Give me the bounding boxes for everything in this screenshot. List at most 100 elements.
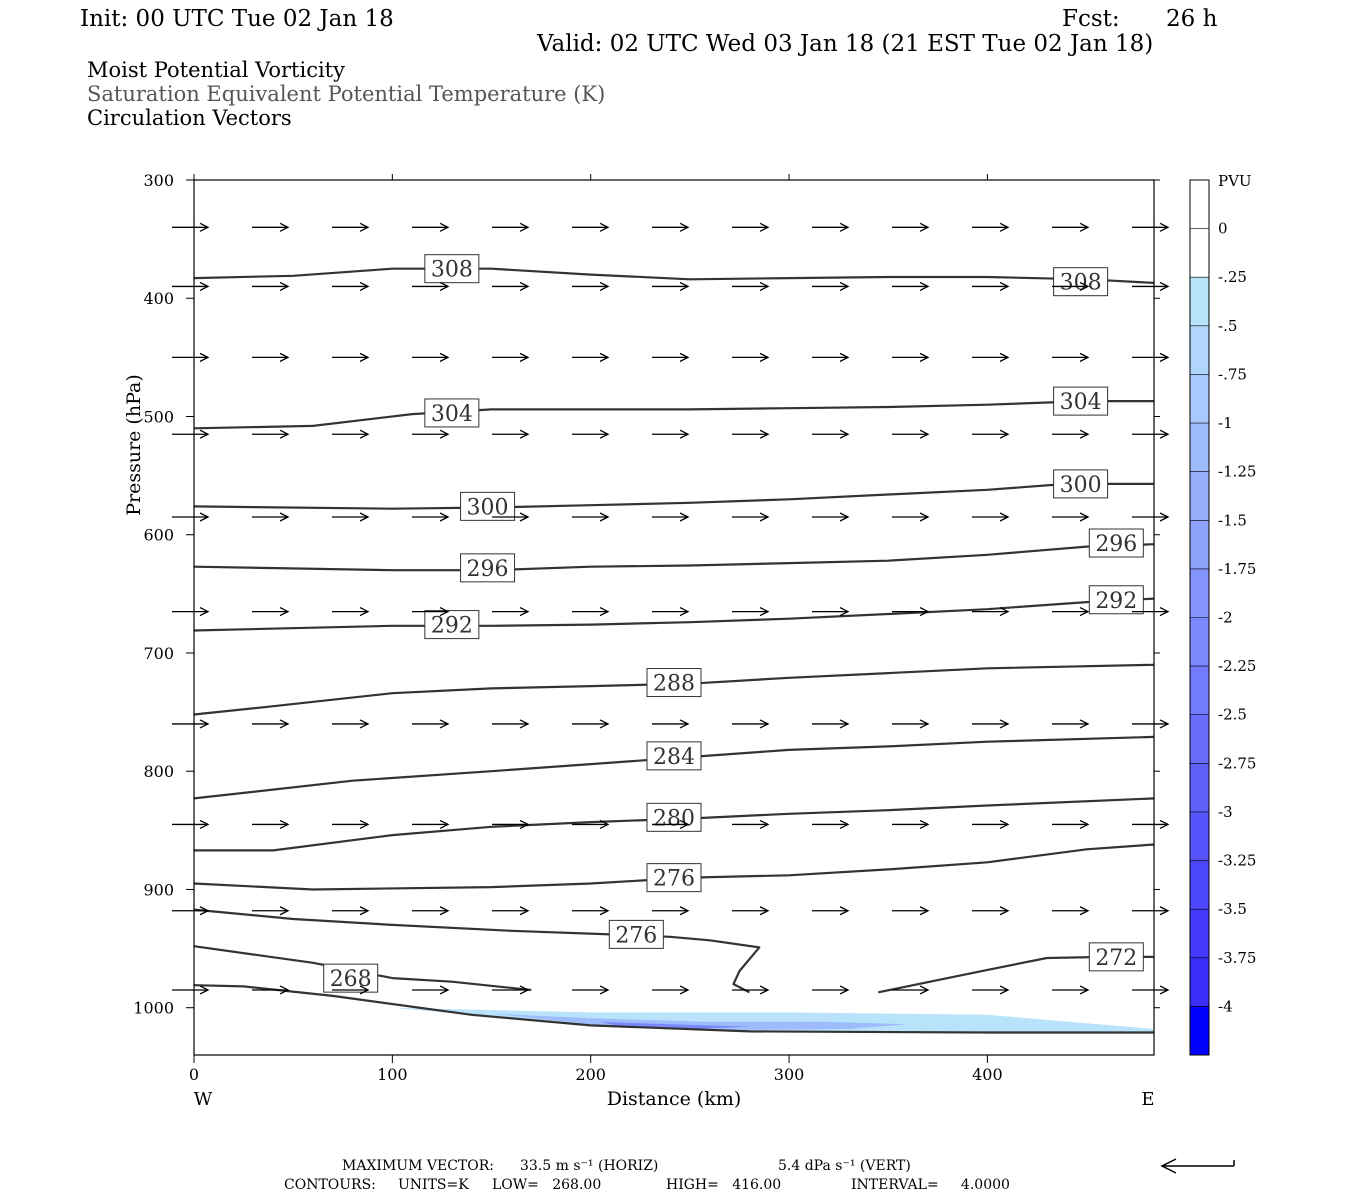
colorbar-label: 0 [1218, 220, 1228, 238]
vector-head [839, 906, 850, 916]
contour-label-box [608, 919, 664, 949]
vector-head [759, 222, 770, 232]
contour-1 [193, 400, 1154, 430]
pv-shade-0 [392, 1007, 1154, 1033]
vector-head [1159, 222, 1170, 232]
vector-head [839, 719, 850, 729]
vector-head [439, 719, 450, 729]
contour-label-box [1088, 942, 1144, 972]
vector-head [519, 906, 530, 916]
vector-head [1079, 906, 1090, 916]
colorbar-swatch [1190, 811, 1209, 862]
vector-head [279, 352, 290, 362]
vector-head [359, 985, 370, 995]
vector-head [1159, 512, 1170, 522]
vector-head [759, 281, 770, 292]
max-vector-label: MAXIMUM VECTOR: [342, 1158, 494, 1174]
vector-head [999, 906, 1010, 916]
reference-vector-head [1160, 1158, 1177, 1174]
vector-head [999, 222, 1010, 232]
vector-head [519, 352, 530, 362]
forecast-hour: 26 h [1166, 6, 1218, 32]
vector-head [599, 281, 610, 292]
plot-frame [193, 179, 1155, 1056]
y-tick-label: 600 [143, 526, 174, 545]
colorbar-swatch [1190, 666, 1209, 716]
vector-head [439, 906, 450, 916]
vector-head [439, 512, 450, 522]
vector-head [1079, 352, 1090, 362]
forecast-label: Fcst: [1062, 6, 1120, 32]
colorbar-swatch [1190, 277, 1209, 327]
vector-head [839, 607, 850, 617]
vector-head [199, 607, 210, 617]
vector-head [199, 222, 210, 232]
vector-head [439, 222, 450, 232]
vector-head [919, 512, 930, 522]
contours-label: CONTOURS: [284, 1177, 376, 1193]
y-tick-label: 500 [143, 407, 174, 426]
contour-7 [194, 797, 1155, 852]
contour-9 [193, 908, 761, 994]
contour-label: 300 [1060, 473, 1102, 498]
vector-head [919, 429, 930, 439]
pv-shading-layer [392, 1007, 1154, 1033]
vector-head [759, 512, 770, 522]
y-tick-label: 1000 [133, 999, 174, 1018]
vector-head [839, 352, 850, 362]
vector-head [519, 222, 530, 232]
vector-head [1079, 985, 1090, 995]
vector-layer [172, 222, 1170, 995]
vector-head [279, 719, 290, 729]
vector-head [999, 985, 1010, 995]
vector-head [999, 607, 1010, 617]
vector-head [599, 906, 610, 916]
vector-head [1079, 429, 1090, 439]
contour-label: 292 [431, 614, 473, 639]
colorbar-swatch [1190, 374, 1209, 424]
vector-head [199, 819, 210, 830]
east-label: E [1141, 1089, 1154, 1110]
contour-label: 300 [467, 495, 509, 520]
x-tick-label: 100 [377, 1065, 408, 1084]
colorbar-swatch [1190, 1006, 1209, 1056]
vector-head [279, 281, 290, 292]
contour-11 [193, 945, 532, 992]
colorbar-swatch [1190, 228, 1209, 278]
vector-head [919, 222, 930, 232]
vector-head [839, 819, 850, 830]
colorbar: PVU 0 -.25 -.5 -.75 -1 -1.25 -1.5 -1.75 -2 -2.25 -2… [1189, 172, 1256, 1056]
vector-head [439, 352, 450, 362]
title-vectors: Circulation Vectors [87, 106, 292, 130]
vector-head [199, 906, 210, 916]
reference-vector [1160, 1158, 1235, 1174]
vector-head [999, 719, 1010, 729]
colorbar-label: -2 [1218, 609, 1233, 627]
vector-head [439, 819, 450, 830]
vector-head [679, 719, 690, 729]
colorbar-label: -4 [1218, 997, 1233, 1015]
vector-head [199, 352, 210, 362]
vector-head [279, 512, 290, 522]
vector-head [759, 906, 770, 916]
vector-head [359, 607, 370, 617]
colorbar-swatch [1190, 520, 1209, 570]
colorbar-label: -1.75 [1218, 560, 1256, 578]
vector-head [599, 607, 610, 617]
contour-label: 308 [431, 258, 473, 283]
vector-head [359, 222, 370, 232]
contour-label-box [460, 553, 516, 583]
vector-head [759, 719, 770, 729]
x-tick-label: 200 [575, 1065, 606, 1084]
contour-3 [193, 543, 1155, 572]
vector-head [599, 222, 610, 232]
vector-head [599, 512, 610, 522]
vector-head [1159, 985, 1170, 995]
vector-head [679, 906, 690, 916]
vector-head [1159, 281, 1170, 292]
colorbar-label: -1 [1218, 414, 1233, 432]
colorbar-swatch [1190, 617, 1209, 667]
vector-head [599, 429, 610, 439]
vector-head [919, 352, 930, 362]
